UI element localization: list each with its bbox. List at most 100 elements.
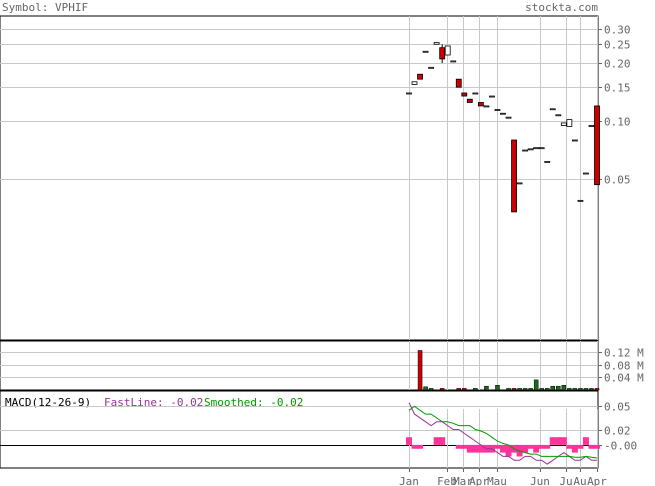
macd-histogram-bar (461, 444, 468, 449)
volume-bar (561, 385, 567, 391)
volume-panel: 0.12 M0.08 M0.04 M (0, 340, 644, 391)
macd-histogram-bar (555, 437, 562, 445)
macd-histogram-bar (411, 444, 418, 449)
price-tick-label: 0.10 (604, 116, 631, 129)
macd-panel: MACD(12-26-9) FastLine: -0.02 Smoothed: … (0, 390, 637, 469)
macd-histogram-bar (527, 444, 534, 449)
price-candle (527, 148, 534, 151)
macd-histogram-bar (477, 444, 484, 453)
macd-histogram-bar (571, 444, 578, 453)
price-candle (417, 73, 423, 80)
price-tick-label: 0.30 (604, 24, 631, 37)
volume-bar (522, 388, 528, 391)
price-candle (500, 112, 506, 115)
x-tick-label: Mau (487, 475, 507, 486)
volume-bar (589, 388, 594, 391)
price-candle (450, 60, 457, 63)
price-candle (560, 122, 567, 126)
price-candle (489, 95, 495, 98)
macd-histogram-bar (588, 444, 595, 449)
price-tick-label: 0.20 (604, 58, 631, 71)
price-tick-label: 0.15 (604, 82, 631, 95)
price-candle (483, 105, 490, 108)
volume-bar (417, 350, 423, 391)
macd-histogram-bar (472, 444, 479, 453)
price-tick-label: 0.25 (604, 39, 631, 52)
volume-bar (506, 388, 511, 391)
price-candle (588, 125, 595, 127)
macd-histogram-bar (533, 444, 540, 453)
x-tick-label: Apr (587, 475, 607, 486)
price-candle (466, 98, 473, 103)
price-candle (406, 92, 412, 95)
x-tick-label: Ju (559, 475, 572, 486)
macd-histogram-bar (538, 444, 545, 449)
price-candle (433, 42, 440, 45)
macd-histogram-bar (406, 437, 412, 445)
price-candle (571, 139, 578, 142)
macd-tick-label: -0.00 (604, 440, 637, 453)
volume-bar (572, 388, 578, 391)
macd-histogram-bar (544, 444, 551, 449)
volume-bar (533, 379, 539, 391)
price-candle (555, 114, 562, 117)
site-label: stockta.com (525, 1, 598, 14)
macd-histogram-bar (494, 444, 501, 449)
macd-histogram-bar (549, 437, 556, 445)
price-candle (577, 199, 584, 202)
x-tick-label: Mar (453, 475, 473, 486)
volume-bar (550, 385, 556, 391)
symbol-label: Symbol: VPHIF (2, 1, 88, 14)
x-tick-label: Feb (437, 475, 457, 486)
x-tick-label: Jan (399, 475, 419, 486)
price-candle (533, 147, 540, 150)
volume-bar (423, 386, 428, 391)
price-candle (439, 47, 446, 60)
price-candle (522, 149, 529, 152)
fastline-line (408, 402, 597, 465)
fastline-label: FastLine: -0.02 (104, 396, 203, 409)
macd-histogram-bar (433, 437, 440, 445)
price-candle (566, 119, 573, 127)
volume-bar (517, 388, 522, 391)
volume-bar (473, 388, 478, 391)
volume-bar (583, 388, 589, 391)
price-candle (477, 102, 484, 107)
price-candle (444, 45, 451, 56)
price-candle (455, 78, 462, 88)
price-candle (505, 116, 512, 119)
volume-bar (556, 385, 561, 391)
volume-bar (456, 388, 462, 391)
macd-histogram-bar (505, 444, 512, 457)
x-tick-label: Apr (469, 475, 489, 486)
volume-bar (439, 388, 445, 391)
macd-histogram-bar (566, 444, 573, 449)
macd-histogram-bar (577, 444, 584, 449)
macd-histogram-bar (582, 437, 589, 445)
macd-frame (0, 390, 599, 469)
macd-histogram-bar (594, 444, 600, 449)
smoothed-line (408, 405, 598, 459)
volume-bar (495, 385, 500, 391)
price-candle (472, 92, 479, 95)
macd-histogram-bar (417, 444, 424, 449)
price-candle (538, 147, 545, 150)
macd-histogram-bar (466, 444, 473, 453)
volume-bar (462, 388, 467, 391)
price-candle (494, 109, 501, 111)
price-candle (594, 105, 600, 186)
x-tick-label: Jun (530, 475, 550, 486)
volume-bar (428, 388, 434, 391)
x-tick-label: Au (573, 475, 586, 486)
macd-title: MACD(12-26-9) (5, 396, 91, 409)
macd-histogram-bar (455, 444, 462, 449)
price-tick-label: 0.05 (604, 174, 631, 187)
volume-tick-label: 0.12 M (604, 347, 644, 360)
volume-bar (544, 388, 550, 391)
price-candle (549, 108, 556, 111)
macd-histogram-bar (522, 444, 529, 453)
volume-bar (539, 388, 544, 391)
macd-tick-label: 0.05 (604, 401, 631, 414)
